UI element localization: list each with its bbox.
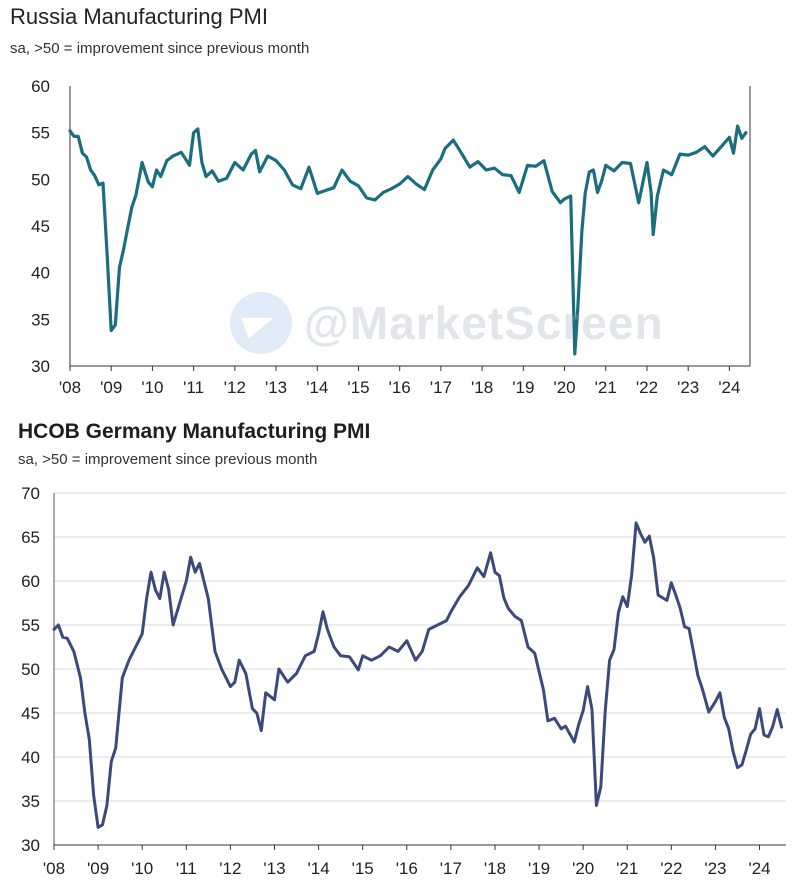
germany-x-tick-label: '24	[748, 859, 770, 878]
russia-x-tick-label: '17	[430, 378, 452, 397]
russia-x-tick-label: '24	[718, 378, 740, 397]
telegram-icon	[230, 292, 292, 354]
germany-x-tick-label: '20	[572, 859, 594, 878]
russia-x-tick-label: '19	[512, 378, 534, 397]
germany-x-tick-label: '13	[263, 859, 285, 878]
germany-x-tick-label: '12	[219, 859, 241, 878]
russia-y-tick-label: 40	[31, 264, 50, 283]
russia-x-tick-label: '11	[183, 378, 204, 397]
germany-x-tick-label: '08	[43, 859, 65, 878]
watermark-text: @MarketScreen	[304, 297, 664, 349]
russia-series-line	[68, 124, 748, 356]
russia-x-tick-label: '13	[265, 378, 287, 397]
russia-x-tick-label: '14	[306, 378, 328, 397]
russia-y-tick-label: 35	[31, 310, 50, 329]
germany-x-tick-label: '09	[87, 859, 109, 878]
germany-x-tick-label: '23	[704, 859, 726, 878]
russia-x-tick-label: '20	[553, 378, 575, 397]
russia-x-tick-label: '08	[59, 378, 81, 397]
russia-x-tick-label: '22	[636, 378, 658, 397]
germany-chart-subtitle: sa, >50 = improvement since previous mon…	[18, 451, 318, 468]
germany-y-tick-label: 40	[21, 748, 40, 767]
russia-y-tick-label: 60	[31, 77, 50, 96]
russia-y-tick-label: 30	[31, 357, 50, 376]
germany-x-tick-label: '16	[396, 859, 418, 878]
russia-x-tick-label: '21	[595, 378, 617, 397]
germany-y-tick-label: 35	[21, 792, 40, 811]
germany-x-tick-label: '19	[528, 859, 550, 878]
germany-y-tick-label: 60	[21, 572, 40, 591]
germany-x-tick-label: '17	[440, 859, 462, 878]
russia-x-tick-label: '23	[677, 378, 699, 397]
germany-x-tick-label: '14	[308, 859, 330, 878]
germany-y-tick-label: 55	[21, 616, 40, 635]
russia-y-tick-label: 45	[31, 217, 50, 236]
germany-x-tick-label: '18	[484, 859, 506, 878]
russia-x-tick-label: '16	[389, 378, 411, 397]
germany-y-tick-label: 65	[21, 528, 40, 547]
russia-chart-subtitle: sa, >50 = improvement since previous mon…	[10, 40, 310, 57]
germany-x-tick-label: '15	[352, 859, 374, 878]
germany-y-tick-label: 50	[21, 660, 40, 679]
russia-x-tick-label: '09	[100, 378, 122, 397]
germany-y-tick-label: 30	[21, 836, 40, 855]
germany-x-tick-label: '22	[660, 859, 682, 878]
germany-series-line	[52, 521, 784, 829]
russia-y-tick-label: 50	[31, 170, 50, 189]
russia-x-tick-label: '15	[347, 378, 369, 397]
germany-chart-title: HCOB Germany Manufacturing PMI	[18, 420, 371, 443]
russia-y-tick-label: 55	[31, 124, 50, 143]
germany-y-tick-label: 70	[21, 484, 40, 503]
germany-x-tick-label: '11	[176, 859, 197, 878]
germany-y-tick-label: 45	[21, 704, 40, 723]
germany-x-tick-label: '10	[131, 859, 153, 878]
russia-x-tick-label: '12	[224, 378, 246, 397]
russia-x-tick-label: '10	[141, 378, 163, 397]
russia-x-tick-label: '18	[471, 378, 493, 397]
russia-chart-title: Russia Manufacturing PMI	[10, 4, 268, 29]
germany-x-tick-label: '21	[616, 859, 638, 878]
watermark: @MarketScreen	[230, 292, 664, 354]
